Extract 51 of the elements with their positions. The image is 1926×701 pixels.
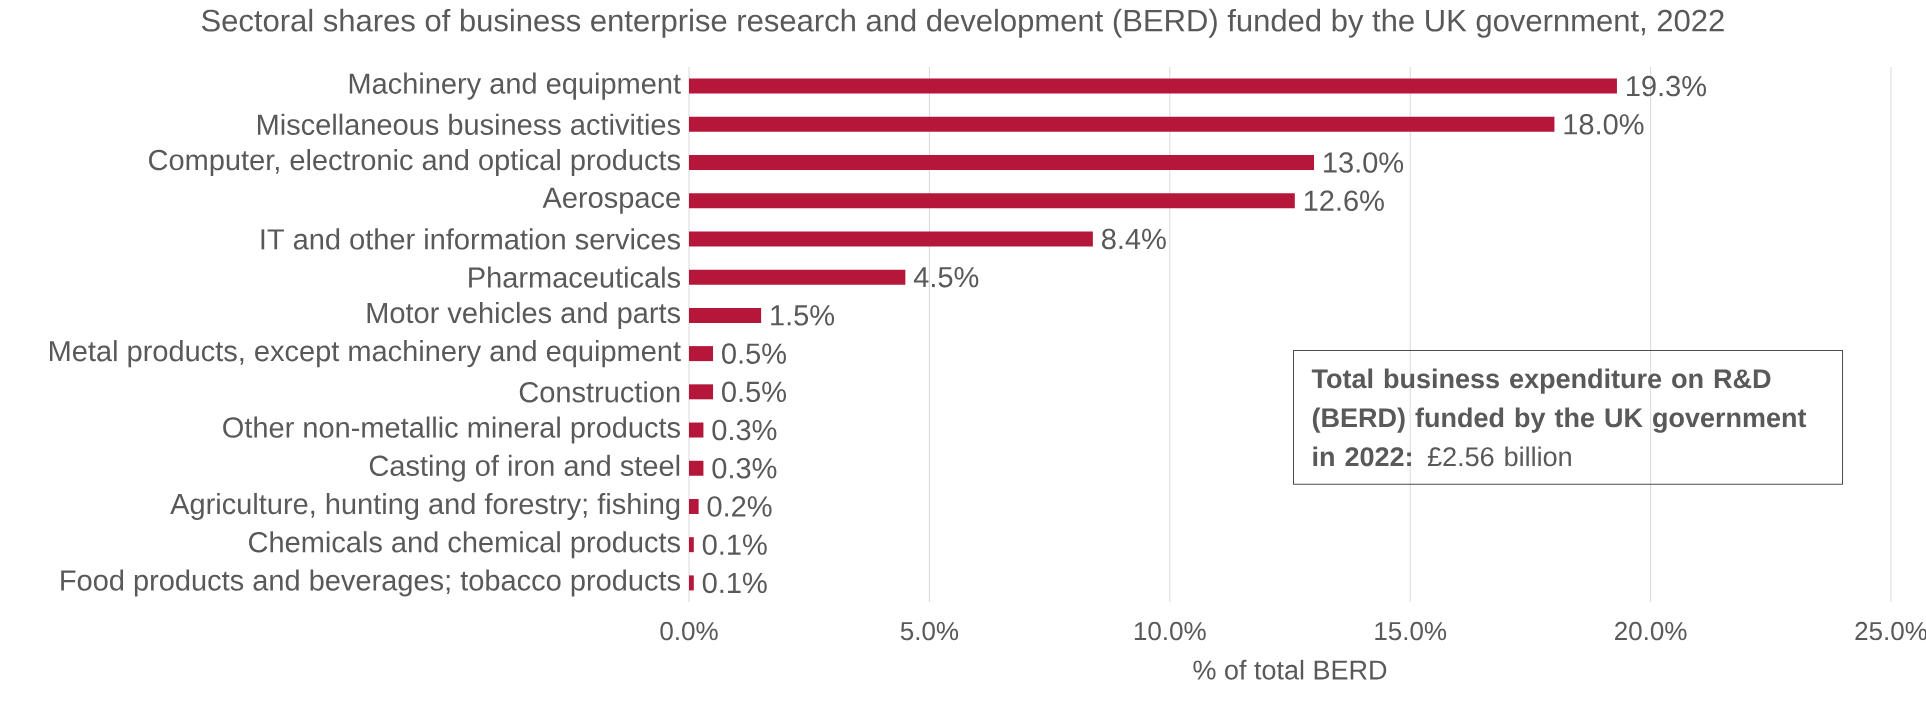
x-axis-title: % of total BERD <box>1193 659 1387 680</box>
data-label: 1.5% <box>771 305 835 326</box>
data-label: 8.4% <box>1101 228 1166 250</box>
annotation: Total business expenditure on R&D (BERD) funded by the UK government in 2022: £2.56 billion <box>1311 368 1807 467</box>
data-label: 0.3% <box>712 419 777 441</box>
bar <box>689 460 704 476</box>
data-label: 18.0% <box>1564 114 1644 135</box>
bar <box>689 155 1315 171</box>
bar <box>689 537 694 553</box>
y-tick-label: Construction <box>519 381 680 403</box>
y-tick-label: Motor vehicles and parts <box>367 301 681 329</box>
y-tick-label: Chemicals and chemical products <box>249 531 680 559</box>
data-label: 0.5% <box>722 381 786 403</box>
bar <box>689 193 1295 209</box>
x-tick-label: 15.0% <box>1375 621 1447 641</box>
bar <box>689 422 704 438</box>
y-tick-label: Miscellaneous business activities <box>257 113 680 135</box>
bar <box>689 269 906 285</box>
bar <box>689 498 699 514</box>
x-tick-label: 5.0% <box>900 621 959 641</box>
data-label: 0.1% <box>702 572 767 594</box>
y-tick-label: Metal products, except machinery and equipment <box>50 340 681 368</box>
bar <box>689 307 762 323</box>
y-tick-label: Agriculture, hunting and forestry; fishing <box>170 492 680 520</box>
data-label: 4.5% <box>913 266 979 288</box>
data-label: 19.3% <box>1627 75 1706 97</box>
data-label: 12.6% <box>1304 190 1384 212</box>
bar <box>689 78 1617 94</box>
y-tick-label: Casting of iron and steel <box>369 454 680 482</box>
data-label: 0.5% <box>722 343 786 364</box>
y-tick-label: Machinery and equipment <box>349 72 681 100</box>
y-tick-label: Aerospace <box>542 187 680 214</box>
y-tick-label: Food products and beverages; tobacco products <box>61 569 680 597</box>
data-label: 13.0% <box>1324 152 1404 173</box>
bar <box>689 384 714 400</box>
data-label: 0.2% <box>707 496 772 517</box>
data-label: 0.3% <box>712 457 777 479</box>
data-label: 0.1% <box>702 534 767 555</box>
y-tick-label: IT and other information services <box>261 228 681 250</box>
bar <box>689 346 714 362</box>
y-tick-label: Computer, electronic and optical products <box>149 149 680 177</box>
bar <box>689 116 1555 132</box>
bar <box>689 575 694 591</box>
x-tick-label: 25.0% <box>1855 621 1926 641</box>
x-tick-label: 10.0% <box>1134 621 1206 641</box>
y-tick-label: Pharmaceuticals <box>469 266 681 288</box>
x-tick-label: 20.0% <box>1615 621 1687 641</box>
bar <box>689 231 1093 247</box>
chart-title: Sectoral shares of business enterprise research and development (BERD) funded by the UK government, 2022 <box>201 8 1724 38</box>
y-tick-label: Other non-metallic mineral products <box>223 416 680 444</box>
x-tick-label: 0.0% <box>660 621 718 641</box>
